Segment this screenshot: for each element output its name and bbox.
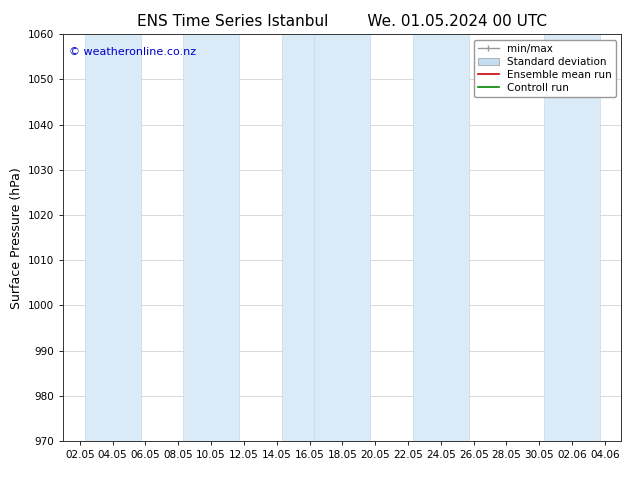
Bar bbox=[413, 34, 469, 441]
Bar bbox=[85, 34, 141, 441]
Bar bbox=[314, 34, 370, 441]
Bar bbox=[183, 34, 239, 441]
Y-axis label: Surface Pressure (hPa): Surface Pressure (hPa) bbox=[10, 167, 23, 309]
Title: ENS Time Series Istanbul        We. 01.05.2024 00 UTC: ENS Time Series Istanbul We. 01.05.2024 … bbox=[138, 14, 547, 29]
Bar bbox=[281, 34, 337, 441]
Legend: min/max, Standard deviation, Ensemble mean run, Controll run: min/max, Standard deviation, Ensemble me… bbox=[474, 40, 616, 97]
Text: © weatheronline.co.nz: © weatheronline.co.nz bbox=[69, 47, 196, 56]
Bar bbox=[544, 34, 600, 441]
